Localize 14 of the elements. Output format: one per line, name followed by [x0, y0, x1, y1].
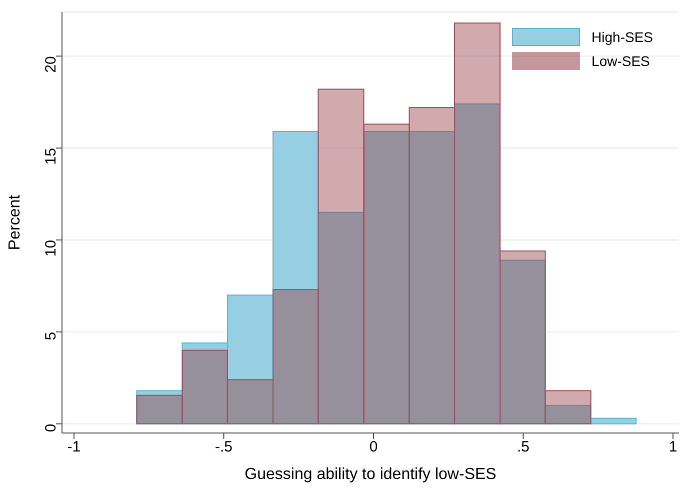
y-tick-label: 20	[42, 56, 60, 73]
legend-label: High-SES	[592, 29, 653, 45]
x-tick-label: 0	[369, 438, 378, 456]
x-tick-label: -1	[67, 438, 81, 456]
y-tick-label: 5	[42, 332, 60, 340]
x-axis-title: Guessing ability to identify low-SES	[244, 466, 496, 483]
x-tick-label: -.5	[214, 438, 232, 456]
y-tick-label: 10	[42, 240, 60, 257]
y-axis-title: Percent	[6, 194, 24, 250]
legend-label: Low-SES	[592, 53, 650, 69]
x-tick-label: 1	[668, 438, 678, 456]
x-tick-label: .5	[516, 438, 530, 456]
y-tick-label: 0	[42, 424, 60, 432]
y-tick-label: 15	[42, 148, 60, 165]
